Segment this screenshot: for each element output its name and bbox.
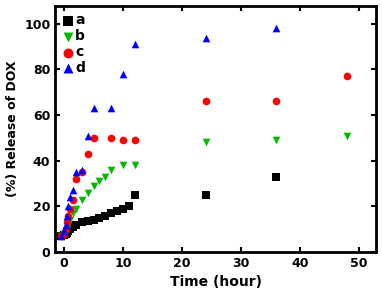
b <box>202 140 209 145</box>
b <box>344 133 350 138</box>
b <box>132 163 138 168</box>
b <box>58 234 64 238</box>
a <box>108 211 114 216</box>
a <box>58 234 64 238</box>
b <box>102 174 108 179</box>
d <box>73 170 79 175</box>
d <box>84 133 91 138</box>
d <box>79 168 85 172</box>
c <box>108 136 114 140</box>
b <box>70 211 76 216</box>
b <box>61 231 67 236</box>
a <box>120 206 126 211</box>
b <box>63 229 69 234</box>
Y-axis label: (%) Release of DOX: (%) Release of DOX <box>6 60 19 197</box>
d <box>108 106 114 111</box>
a <box>63 231 69 236</box>
X-axis label: Time (hour): Time (hour) <box>170 276 262 289</box>
a <box>273 174 279 179</box>
a <box>61 232 67 237</box>
d <box>273 26 279 31</box>
a <box>73 222 79 227</box>
b <box>120 163 126 168</box>
a <box>202 193 209 197</box>
a <box>64 230 70 235</box>
c <box>120 138 126 142</box>
a <box>91 218 97 222</box>
c <box>73 177 79 181</box>
a <box>114 209 120 213</box>
a <box>65 229 71 234</box>
c <box>273 99 279 104</box>
b <box>73 206 79 211</box>
b <box>91 183 97 188</box>
c <box>61 231 67 236</box>
b <box>96 179 102 184</box>
c <box>67 206 73 211</box>
b <box>108 168 114 172</box>
a <box>96 215 102 220</box>
d <box>65 204 71 209</box>
b <box>64 227 70 232</box>
d <box>202 35 209 40</box>
d <box>61 229 67 234</box>
c <box>63 227 69 232</box>
a <box>70 224 76 229</box>
Legend: a, b, c, d: a, b, c, d <box>62 12 86 76</box>
a <box>132 193 138 197</box>
a <box>67 227 73 232</box>
c <box>58 234 64 238</box>
d <box>67 195 73 200</box>
b <box>65 222 71 227</box>
c <box>64 220 70 225</box>
b <box>67 218 73 222</box>
d <box>70 188 76 193</box>
d <box>132 42 138 47</box>
a <box>102 213 108 218</box>
b <box>79 197 85 202</box>
c <box>202 99 209 104</box>
c <box>91 136 97 140</box>
d <box>58 234 64 238</box>
d <box>64 213 70 218</box>
a <box>79 220 85 225</box>
c <box>65 213 71 218</box>
c <box>132 138 138 142</box>
a <box>126 204 132 209</box>
c <box>70 197 76 202</box>
b <box>84 190 91 195</box>
d <box>120 72 126 76</box>
c <box>344 74 350 79</box>
a <box>84 219 91 224</box>
c <box>84 152 91 156</box>
d <box>91 106 97 111</box>
b <box>273 138 279 142</box>
d <box>63 222 69 227</box>
c <box>79 170 85 175</box>
